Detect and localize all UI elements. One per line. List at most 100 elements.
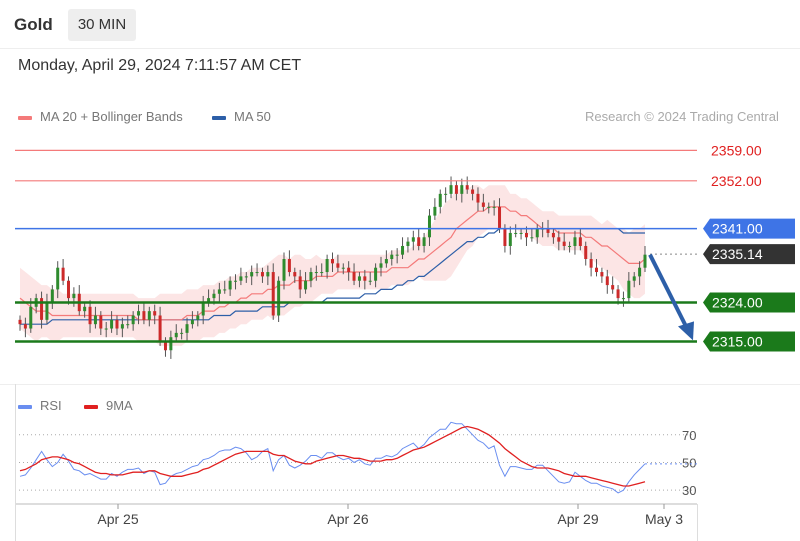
candle — [255, 263, 259, 277]
candle — [433, 198, 437, 220]
legend-9ma-label: 9MA — [106, 398, 133, 413]
candle — [217, 282, 221, 303]
candle — [223, 280, 227, 294]
timeframe-button[interactable]: 30 MIN — [68, 9, 136, 41]
candle — [126, 315, 130, 329]
candle — [401, 237, 405, 260]
candle — [374, 263, 378, 288]
legend-rsi: RSI — [18, 398, 62, 413]
candle — [56, 261, 60, 299]
candle — [115, 315, 119, 336]
candle — [449, 176, 453, 199]
candle — [406, 237, 410, 253]
candle — [120, 317, 124, 338]
candle — [309, 267, 313, 288]
rsi-layer: 70 50 30 — [15, 421, 697, 498]
legend-ma20-label: MA 20 + Bollinger Bands — [40, 109, 183, 124]
attribution: Research © 2024 Trading Central — [585, 109, 779, 124]
candle — [508, 226, 512, 255]
level-pivot: 2341.00 — [15, 218, 795, 239]
level-tag — [703, 244, 795, 265]
candle — [524, 226, 528, 246]
candle — [551, 228, 555, 244]
rsi-ma-line — [19, 425, 646, 487]
candle — [169, 330, 173, 359]
candle — [190, 311, 194, 329]
candle — [104, 322, 108, 338]
candle — [471, 185, 475, 201]
level-support: 2324.00 — [15, 292, 795, 313]
candle — [77, 285, 81, 316]
level-support: 2315.00 — [15, 331, 795, 352]
candle — [293, 267, 297, 283]
level-last: 2335.14 — [650, 244, 795, 265]
candle — [363, 269, 367, 290]
candle — [568, 241, 572, 253]
candle — [239, 267, 243, 286]
candle — [384, 250, 388, 268]
level-resistance: 2359.00 — [15, 142, 762, 158]
level-tag — [703, 331, 795, 352]
candle — [530, 228, 534, 242]
candle — [611, 276, 615, 294]
candle — [411, 230, 415, 251]
candle — [487, 202, 491, 214]
candle — [454, 180, 458, 201]
candle — [643, 245, 647, 273]
candle — [271, 263, 275, 320]
candle — [201, 295, 205, 325]
candle — [174, 324, 178, 342]
candle — [492, 200, 496, 216]
timestamp: Monday, April 29, 2024 7:11:57 AM CET — [18, 57, 302, 74]
candle — [45, 293, 49, 325]
candle — [228, 276, 232, 296]
candle — [250, 265, 254, 286]
legend-ma20: MA 20 + Bollinger Bands — [18, 109, 183, 124]
candle — [137, 304, 141, 325]
candle — [632, 272, 636, 288]
candle — [277, 276, 281, 323]
candle — [260, 267, 264, 283]
legend-ma50-label: MA 50 — [234, 109, 271, 124]
x-axis: Apr 25 Apr 26 Apr 29 May 3 — [15, 384, 698, 541]
candle — [352, 263, 356, 286]
x-tick-label: Apr 25 — [97, 511, 138, 527]
candle — [244, 272, 248, 283]
candle — [347, 261, 351, 281]
candle — [282, 252, 286, 290]
candle — [325, 254, 329, 279]
candle — [142, 302, 146, 325]
candle — [287, 250, 291, 277]
candle — [573, 230, 577, 255]
candle — [498, 198, 502, 233]
candle — [185, 317, 189, 342]
candle — [578, 228, 582, 251]
candle — [93, 306, 97, 329]
candle — [621, 291, 625, 307]
level-tag — [703, 218, 795, 239]
levels-layer: 2359.00 2352.00 2341.00 2335.14 2324.00 2315.… — [15, 142, 795, 352]
x-tick-label: May 3 — [645, 511, 683, 527]
candle — [61, 259, 65, 286]
level-label: 2315.00 — [712, 334, 763, 350]
candle — [535, 224, 539, 244]
candle — [422, 232, 426, 253]
candle — [600, 267, 604, 283]
level-label: 2359.00 — [711, 142, 762, 158]
candle — [379, 256, 383, 277]
candle — [110, 311, 114, 333]
candle — [88, 300, 92, 333]
candle — [519, 228, 523, 240]
candle — [595, 259, 599, 277]
rsi-tick-label: 30 — [682, 483, 696, 498]
candle — [589, 252, 593, 277]
candle — [584, 241, 588, 266]
level-label: 2335.14 — [712, 246, 763, 262]
candle — [476, 187, 480, 212]
candle — [153, 304, 157, 325]
candle — [207, 289, 211, 307]
level-tag — [703, 292, 795, 313]
candle — [395, 248, 399, 264]
candle — [514, 224, 518, 238]
